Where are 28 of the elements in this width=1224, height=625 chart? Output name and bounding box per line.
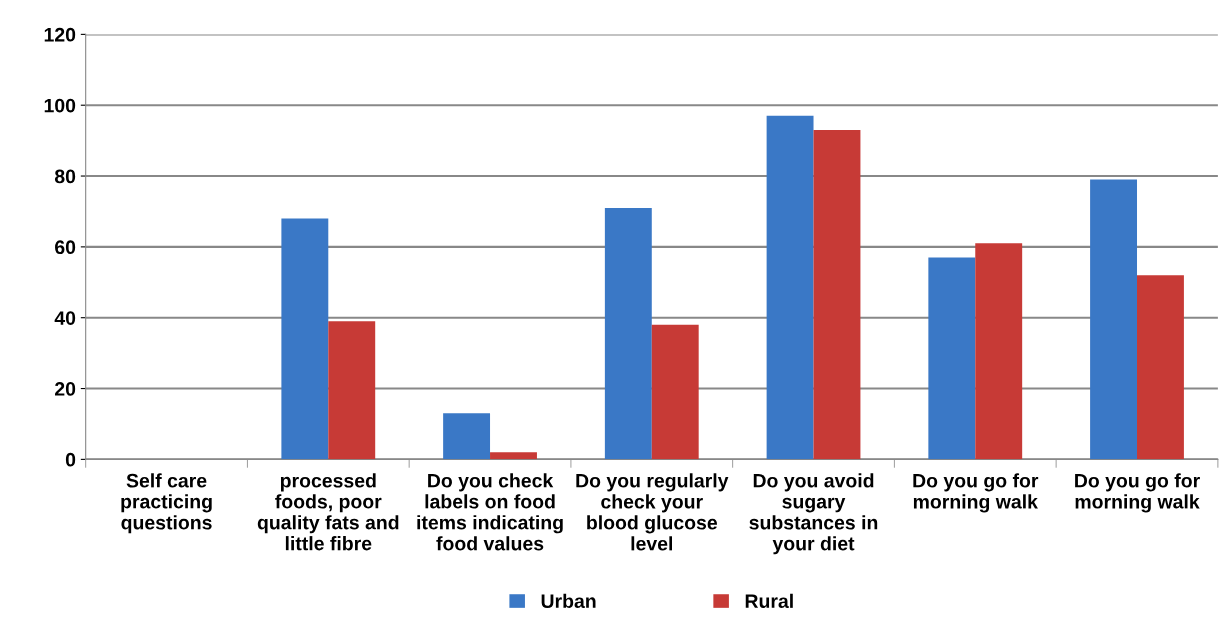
y-tick-label: 80 [54,169,76,184]
bar [490,452,537,460]
bar [928,257,976,460]
legend-label: Urban [541,593,596,609]
x-tick-label: Do you regularly check your blood glucose level [576,473,729,551]
y-tick-label: 0 [65,452,76,467]
y-tick-label: 60 [55,240,76,255]
bar [443,413,491,460]
bar [1090,179,1138,460]
y-tick-label: 20 [55,382,76,396]
x-tick-label: Do you go for morning walk [913,473,1039,513]
bar [281,218,329,460]
x-tick-label: Do you check labels on food items indicating food values [417,473,563,551]
bar [651,324,699,460]
y-tick-label: 100 [44,98,76,113]
x-tick-label: Self care practicing questions [121,473,212,534]
x-tick-label: processed foods, poor quality fats and little fibre [257,473,399,551]
y-tick-label: 40 [54,311,76,325]
bar [766,115,814,460]
bar [813,130,861,460]
legend-label: Rural [745,593,793,609]
y-tick-label: 120 [44,27,76,42]
bar [604,207,652,460]
bar [975,243,1023,460]
bar [1137,275,1184,460]
x-tick-label: Do you avoid sugary substances in your diet [749,473,878,555]
x-tick-label: Do you go for morning walk [1075,473,1200,513]
bar [328,321,376,460]
